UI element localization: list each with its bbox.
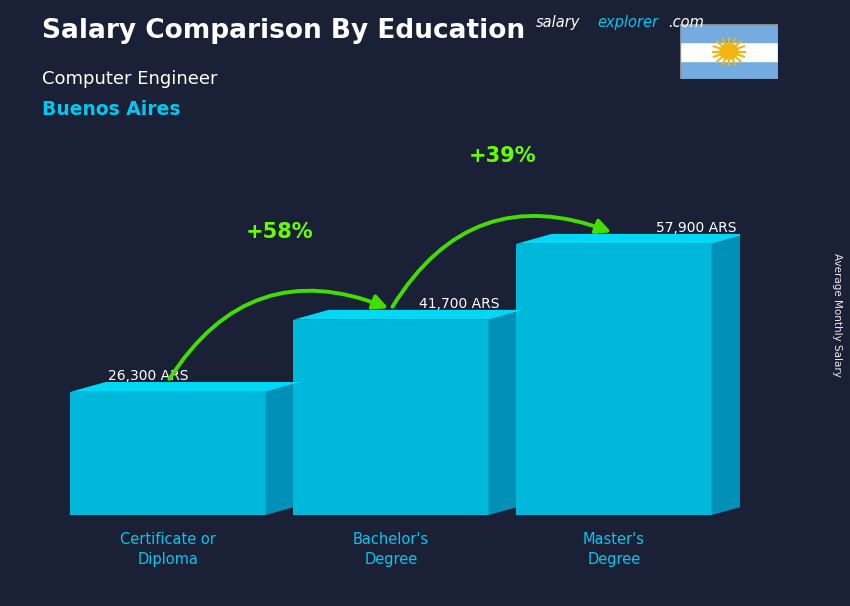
Bar [517, 244, 711, 515]
Polygon shape [293, 310, 524, 320]
Text: 26,300 ARS: 26,300 ARS [108, 369, 189, 383]
Text: Computer Engineer: Computer Engineer [42, 70, 218, 88]
Bar [680, 24, 778, 42]
Polygon shape [517, 234, 747, 244]
Polygon shape [711, 234, 747, 515]
Bar [680, 61, 778, 79]
Text: .com: .com [668, 15, 704, 30]
Bar [680, 24, 778, 79]
Text: Buenos Aires: Buenos Aires [42, 100, 181, 119]
Circle shape [720, 44, 738, 59]
Polygon shape [71, 382, 301, 392]
Bar [680, 42, 778, 61]
Text: salary: salary [536, 15, 580, 30]
Text: 41,700 ARS: 41,700 ARS [419, 297, 500, 311]
Text: +58%: +58% [246, 222, 314, 242]
Text: Average Monthly Salary: Average Monthly Salary [832, 253, 842, 377]
Polygon shape [489, 310, 524, 515]
Bar [293, 320, 489, 515]
Text: Salary Comparison By Education: Salary Comparison By Education [42, 18, 525, 44]
Text: +39%: +39% [468, 147, 536, 167]
Bar [71, 392, 265, 515]
Text: 57,900 ARS: 57,900 ARS [655, 221, 736, 235]
Polygon shape [265, 382, 301, 515]
Text: explorer: explorer [598, 15, 659, 30]
